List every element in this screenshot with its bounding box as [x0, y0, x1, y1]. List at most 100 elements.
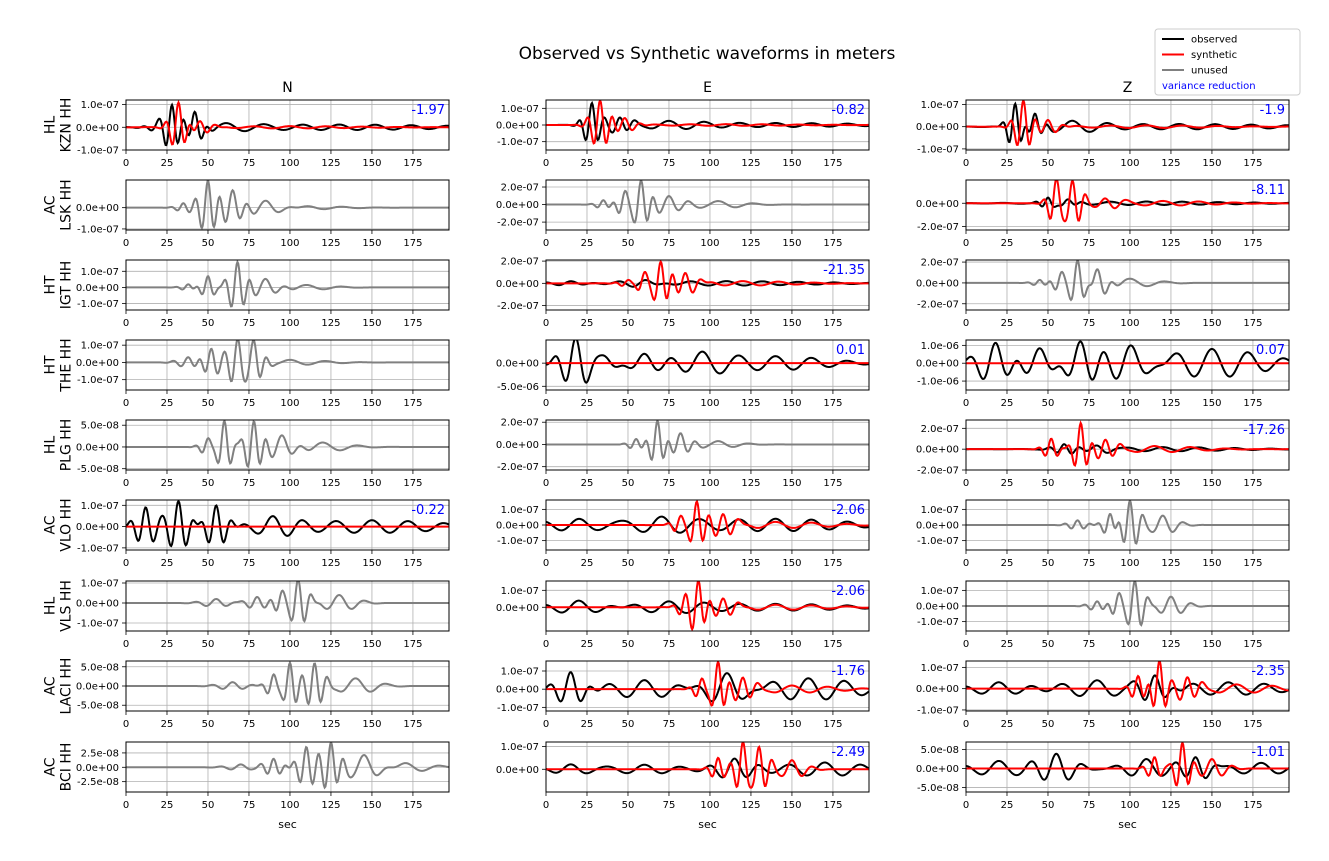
y-tick-label: 2.0e-07	[501, 418, 539, 429]
y-tick-label: 1.0e-07	[501, 667, 539, 678]
panel-bci-e: 0 25 50 75 100 125 150 175 1.0e-07 0.0e+00 -2.49 se…	[496, 741, 870, 831]
column-header-z: Z	[1123, 80, 1133, 96]
x-tick-label: 100	[1120, 238, 1139, 249]
x-tick-label: 125	[321, 398, 340, 409]
x-tick-label: 50	[622, 478, 635, 489]
y-tick-label: 5.0e-08	[921, 745, 959, 756]
y-tick-label: 1.0e-07	[921, 505, 959, 516]
station-code: VLS HH	[59, 580, 75, 632]
x-tick-label: 100	[1120, 719, 1139, 730]
x-tick-label: 125	[321, 558, 340, 569]
station-code: BCI HH	[59, 743, 75, 792]
x-tick-label: 75	[1083, 558, 1096, 569]
y-tick-label: 2.5e-08	[81, 748, 119, 759]
observed-trace	[546, 340, 869, 384]
x-tick-label: 50	[1042, 719, 1055, 730]
x-tick-label: 75	[663, 158, 676, 169]
x-tick-label: 0	[543, 800, 549, 811]
legend-label-variance-reduction: variance reduction	[1162, 81, 1256, 92]
station-network: HL	[43, 436, 59, 455]
x-tick-label: 25	[1001, 398, 1014, 409]
x-tick-label: 0	[123, 398, 129, 409]
x-tick-label: 75	[1083, 158, 1096, 169]
y-tick-label: 0.0e+00	[496, 765, 539, 776]
x-tick-label: 150	[1202, 478, 1221, 489]
x-tick-label: 125	[741, 719, 760, 730]
variance-reduction-value: -2.35	[1251, 664, 1285, 679]
synthetic-trace	[966, 661, 1289, 709]
x-axis-label: sec	[698, 818, 717, 831]
panel-frame	[125, 179, 450, 231]
x-tick-label: 25	[1001, 158, 1014, 169]
observed-trace	[966, 674, 1289, 701]
x-tick-label: 0	[963, 158, 969, 169]
x-tick-label: 100	[280, 639, 299, 650]
synthetic-trace	[966, 420, 1289, 467]
x-tick-label: 25	[161, 639, 174, 650]
x-tick-label: 150	[362, 318, 381, 329]
panel-frame	[125, 99, 450, 151]
panel-bci-n: 0 25 50 75 100 125 150 175 2.5e-08 0.0e+00 -2.5e-0…	[76, 741, 450, 831]
x-tick-label: 175	[403, 398, 422, 409]
y-tick-label: 1.0e-07	[501, 104, 539, 115]
variance-reduction-value: -21.35	[823, 263, 865, 278]
panel-frame	[125, 259, 450, 311]
x-tick-label: 25	[161, 478, 174, 489]
y-tick-label: 1.0e-07	[501, 742, 539, 753]
station-label: HTTHE HH	[43, 338, 75, 392]
observed-trace	[966, 752, 1289, 781]
x-tick-label: 100	[700, 639, 719, 650]
unused-trace	[966, 500, 1289, 545]
y-tick-label: 1.0e-06	[921, 341, 959, 352]
observed-trace	[126, 500, 449, 548]
x-tick-label: 0	[123, 478, 129, 489]
y-tick-label: 0.0e+00	[916, 445, 959, 456]
x-tick-label: 150	[362, 719, 381, 730]
variance-reduction-value: -2.06	[831, 503, 865, 518]
panel-kzn-n: 0 25 50 75 100 125 150 175 1.0e-07 0.0e+00 -1.0e-0…	[76, 99, 450, 169]
y-tick-label: 0.0e+00	[76, 763, 119, 774]
y-tick-label: 0.0e+00	[496, 279, 539, 290]
x-tick-label: 175	[403, 238, 422, 249]
legend-label-observed: observed	[1191, 35, 1237, 46]
variance-reduction-value: -8.11	[1251, 183, 1285, 198]
panel-frame	[545, 419, 870, 471]
panel-the-z: 0 25 50 75 100 125 150 175 1.0e-06 0.0e+00 -1.0e-0…	[916, 339, 1290, 409]
x-tick-label: 50	[1042, 398, 1055, 409]
x-tick-label: 125	[1161, 800, 1180, 811]
panel-lsk-e: 0 25 50 75 100 125 150 175 2.0e-07 0.0e+00 -2.0e-0…	[496, 179, 870, 249]
station-label: ACLSK HH	[43, 179, 75, 230]
variance-reduction-value: -0.22	[411, 503, 445, 518]
panel-frame	[965, 419, 1290, 471]
x-tick-label: 25	[161, 318, 174, 329]
x-tick-label: 50	[202, 800, 215, 811]
y-tick-label: 0.0e+00	[916, 278, 959, 289]
y-tick-label: -1.0e-07	[917, 617, 959, 628]
x-tick-label: 100	[700, 238, 719, 249]
x-tick-label: 150	[782, 639, 801, 650]
x-tick-label: 175	[1243, 558, 1262, 569]
synthetic-trace	[546, 581, 869, 631]
legend: observed synthetic unused variance reductio…	[1154, 28, 1301, 96]
x-tick-label: 100	[700, 398, 719, 409]
x-tick-label: 150	[1202, 398, 1221, 409]
panel-laci-e: 0 25 50 75 100 125 150 175 1.0e-07 0.0e+00 -1.0e-0…	[496, 660, 870, 730]
x-tick-label: 50	[622, 719, 635, 730]
x-tick-label: 0	[123, 238, 129, 249]
x-tick-label: 50	[202, 558, 215, 569]
x-tick-label: 25	[161, 719, 174, 730]
panel-igt-e: 0 25 50 75 100 125 150 175 2.0e-07 0.0e+00 -2.0e-0…	[496, 257, 870, 329]
synthetic-trace	[126, 100, 449, 146]
x-tick-label: 100	[1120, 478, 1139, 489]
x-tick-label: 125	[321, 478, 340, 489]
panel-frame	[545, 179, 870, 231]
x-tick-label: 125	[321, 158, 340, 169]
x-tick-label: 175	[1243, 398, 1262, 409]
x-tick-label: 50	[622, 318, 635, 329]
y-tick-label: 0.0e+00	[76, 358, 119, 369]
x-tick-label: 75	[1083, 719, 1096, 730]
x-tick-label: 75	[1083, 238, 1096, 249]
x-tick-label: 175	[823, 158, 842, 169]
panel-lsk-z: 0 25 50 75 100 125 150 175 0.0e+00 -2.0e-07 -8.11	[916, 179, 1290, 249]
station-network: AC	[43, 515, 59, 534]
